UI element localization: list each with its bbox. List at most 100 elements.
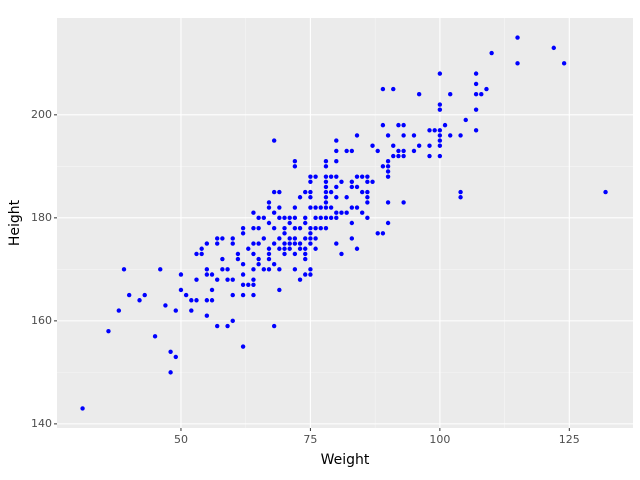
point [292,241,298,246]
point [318,215,323,221]
point [437,143,443,148]
point [313,215,318,221]
point [349,236,355,241]
x-tick-label: 50 [174,433,188,446]
point [199,251,204,257]
point [266,246,272,251]
point [370,179,375,184]
point [303,215,308,221]
point [292,225,298,231]
point [473,81,479,87]
point [251,210,256,215]
y-tick-label: 140 [31,417,52,430]
point [411,148,417,154]
point [297,241,303,246]
point [297,195,303,200]
point [199,246,204,251]
point [215,277,220,282]
point [442,122,448,128]
point [266,256,272,262]
point [158,267,163,272]
point [240,231,246,236]
point [240,292,246,298]
point [261,267,267,272]
point [313,246,318,251]
point [458,133,463,138]
point [437,133,443,138]
point [354,246,360,251]
point [323,184,329,190]
point [204,272,210,277]
point [401,133,406,138]
point [313,225,318,231]
point [437,128,443,133]
point [225,267,230,272]
point [323,164,329,169]
point [354,133,360,138]
point [137,298,142,303]
point [323,179,329,184]
point [365,215,370,221]
point [230,292,235,298]
point [323,174,329,179]
point [401,148,406,154]
point [194,277,199,282]
point [204,313,210,318]
point [240,282,246,288]
point [256,215,261,221]
point [225,277,230,282]
point [334,215,339,221]
y-tick-label: 200 [31,108,52,121]
point [277,246,282,251]
point [251,267,256,272]
point [473,107,479,112]
point [163,303,168,308]
point [308,195,313,200]
point [380,122,386,128]
point [458,189,463,195]
point [271,189,277,195]
point [334,241,339,246]
point [261,236,267,241]
point [287,236,292,241]
point [189,308,194,313]
point [437,138,443,143]
point [303,220,308,226]
point [282,246,287,251]
point [282,231,287,236]
point [344,195,349,200]
point [215,323,220,329]
point [339,251,344,257]
point [209,287,215,293]
point [271,210,277,215]
point [437,102,443,107]
point [313,236,318,241]
point [385,200,391,205]
point [515,61,520,66]
point [297,277,303,282]
point [277,267,282,272]
point [401,153,406,159]
point [266,200,272,205]
point [277,215,282,221]
point [292,164,298,169]
point [328,189,334,195]
point [246,282,251,288]
point [427,143,432,148]
point [308,236,313,241]
point [230,241,235,246]
point [178,287,184,293]
point [318,225,323,231]
point [308,189,313,195]
point [282,215,287,221]
point [380,164,386,169]
point [215,241,220,246]
point [168,370,173,375]
y-tick-label: 160 [31,314,52,327]
point [411,133,417,138]
point [277,236,282,241]
point [292,267,298,272]
plot-panel [57,18,633,428]
point [303,236,308,241]
